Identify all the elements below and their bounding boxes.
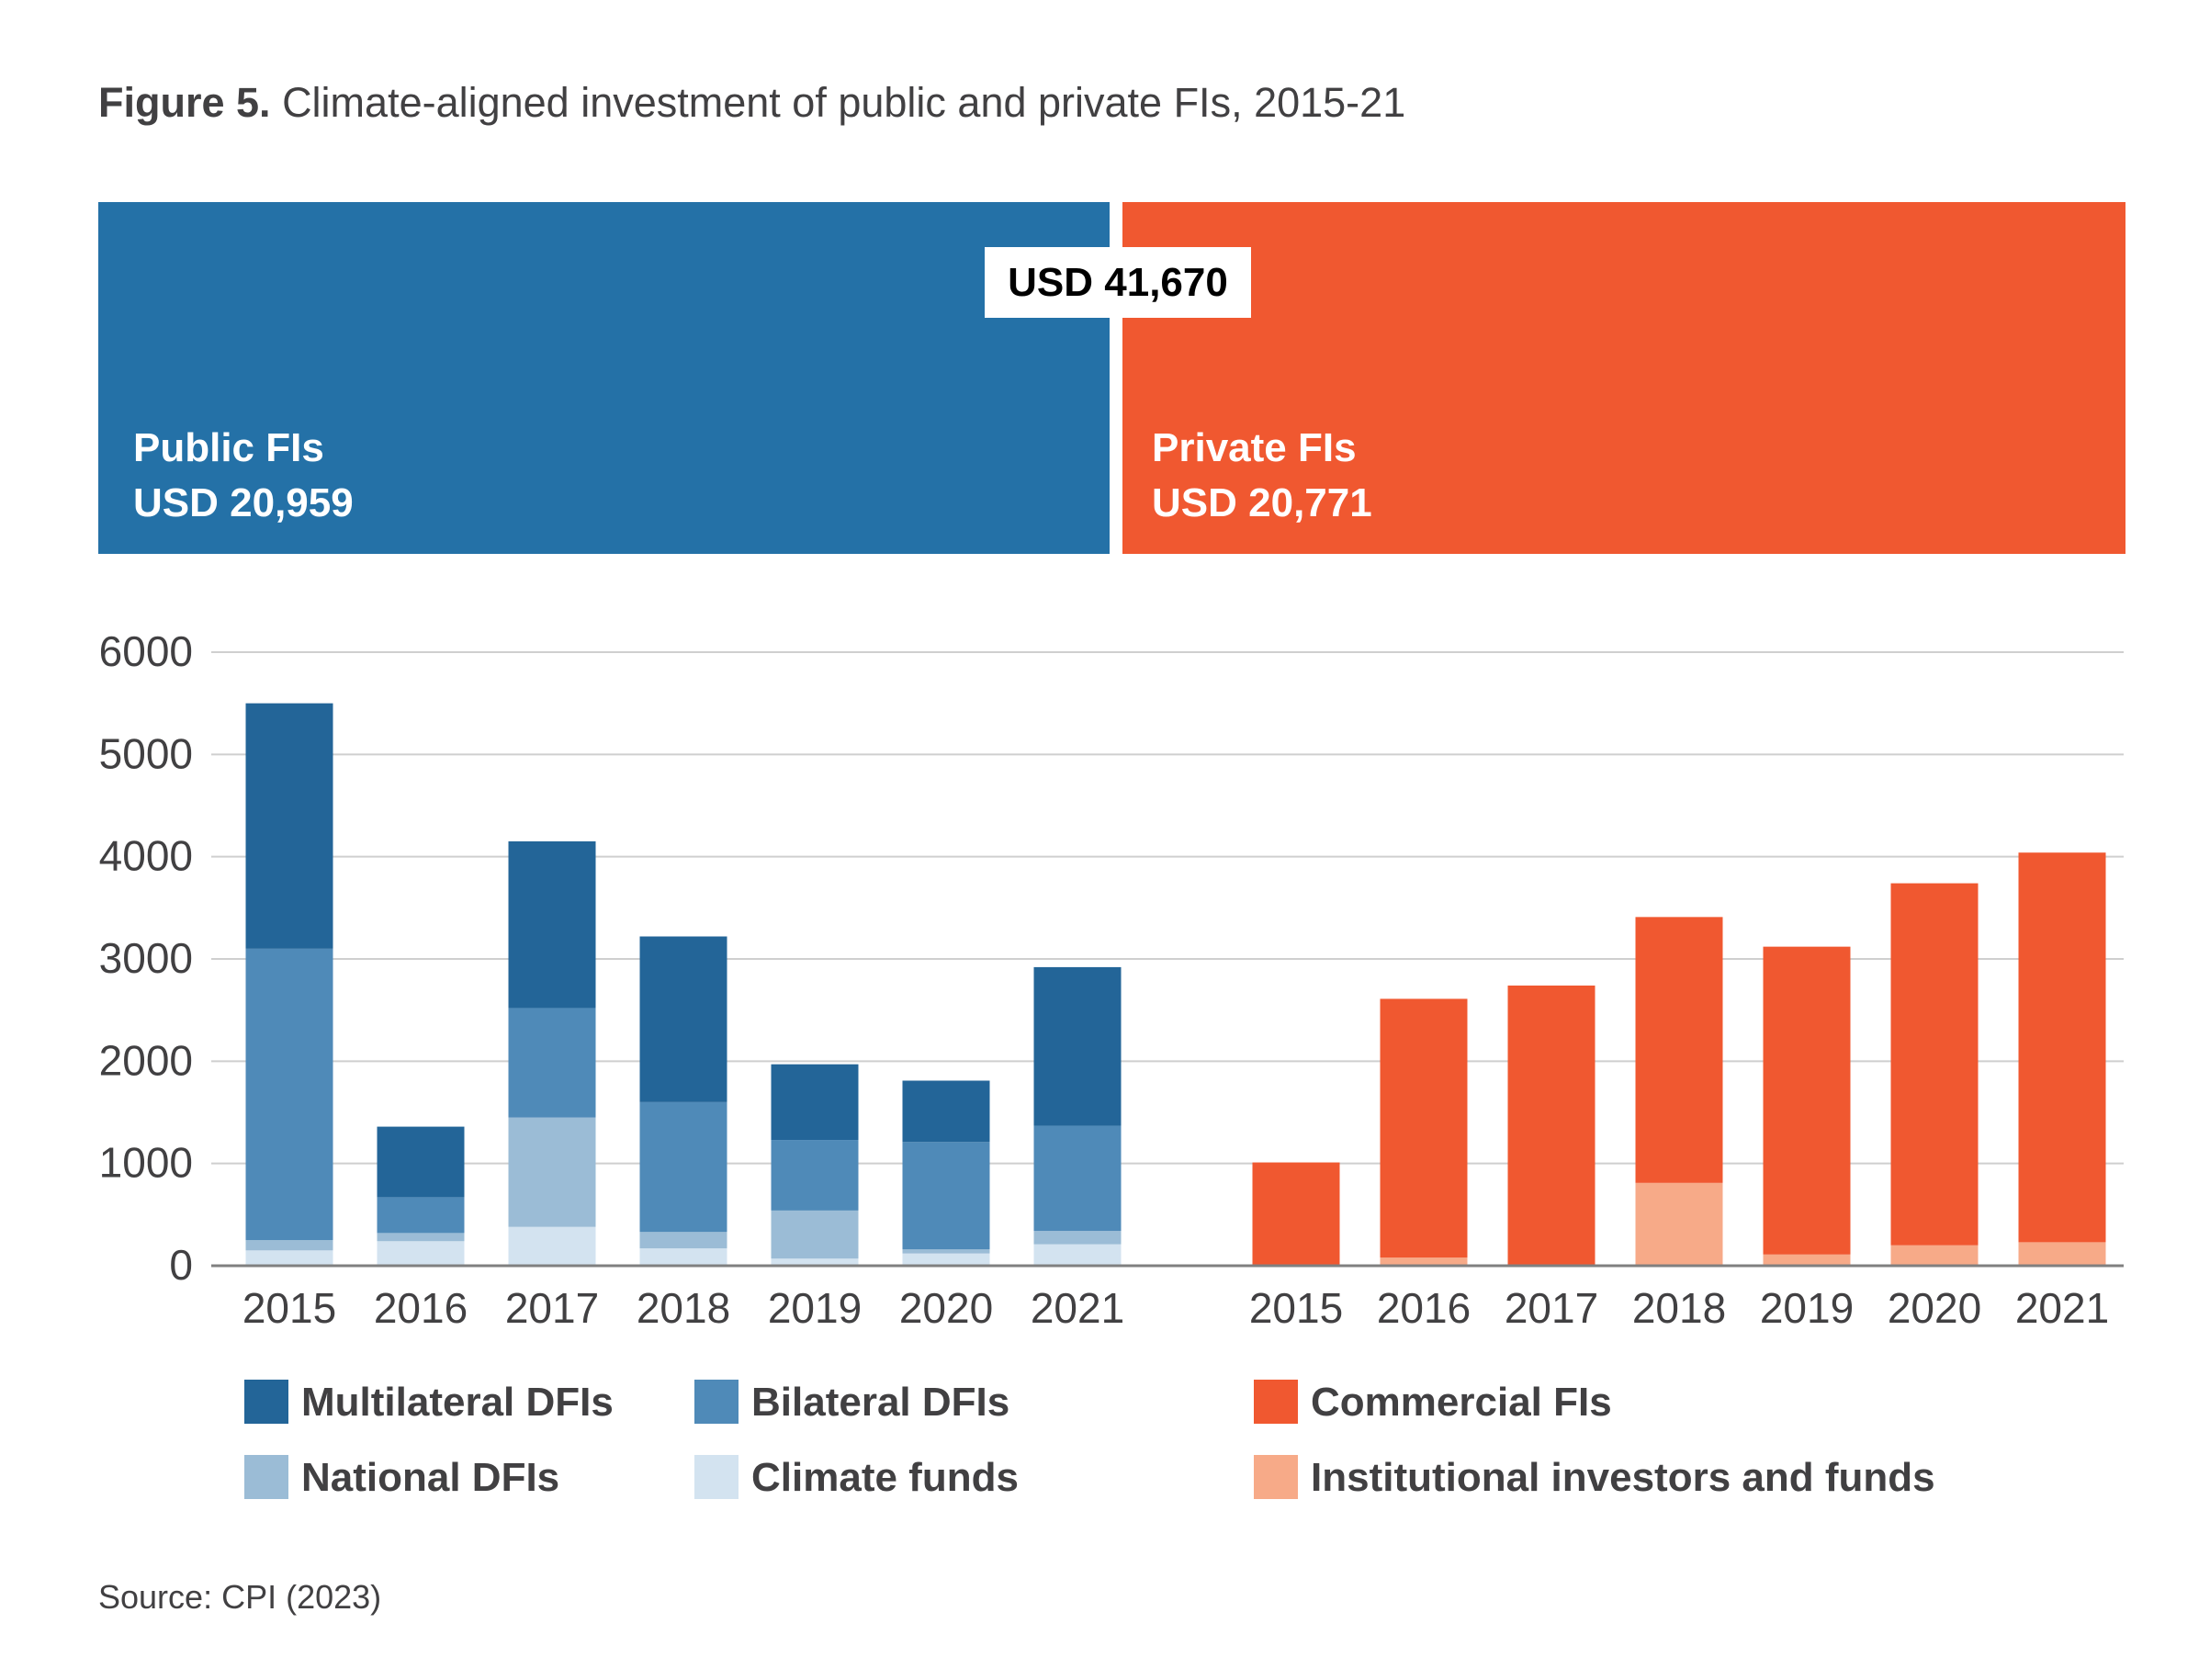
- public-fis-label: Public FIs USD 20,959: [133, 421, 354, 531]
- bar-public-fis-2015-multilateral-dfis: [245, 703, 333, 949]
- x-tick-label: 2016: [1377, 1284, 1471, 1332]
- bar-public-fis-2015-climate-funds: [245, 1250, 333, 1266]
- bar-private-fis-2018-institutional-investors-and-funds: [1635, 1182, 1723, 1266]
- bar-public-fis-2021-national-dfis: [1033, 1231, 1122, 1245]
- bar-private-fis-2020-institutional-investors-and-funds: [1890, 1245, 1979, 1266]
- bar-public-fis-2016-bilateral-dfis: [377, 1197, 465, 1234]
- legend-label: Multilateral DFIs: [301, 1380, 614, 1425]
- legend-label: Institutional investors and funds: [1311, 1455, 1935, 1500]
- bar-private-fis-2015-commercial-fis: [1252, 1162, 1340, 1265]
- chart-title: Figure 5. Climate-aligned investment of …: [98, 79, 1405, 127]
- x-tick-label: 2020: [899, 1284, 993, 1332]
- figure-caption: Climate-aligned investment of public and…: [282, 79, 1406, 126]
- bar-public-fis-2018-climate-funds: [639, 1248, 727, 1266]
- bar-private-fis-2021-commercial-fis: [2018, 852, 2106, 1243]
- legend-label: National DFIs: [301, 1455, 560, 1500]
- bar-public-fis-2016-multilateral-dfis: [377, 1126, 465, 1198]
- bar-public-fis-2020-multilateral-dfis: [902, 1080, 990, 1143]
- legend-swatch: [244, 1380, 288, 1424]
- bar-public-fis-2017-national-dfis: [508, 1117, 596, 1227]
- y-tick-label: 5000: [99, 729, 193, 777]
- bar-public-fis-2019-bilateral-dfis: [771, 1140, 859, 1211]
- bar-private-fis-2016-institutional-investors-and-funds: [1380, 1257, 1468, 1266]
- legend-label: Commercial FIs: [1311, 1380, 1612, 1425]
- bar-private-fis-2018-commercial-fis: [1635, 917, 1723, 1183]
- bar-public-fis-2016-national-dfis: [377, 1233, 465, 1242]
- bar-private-fis-2019-commercial-fis: [1763, 946, 1851, 1255]
- legend-swatch: [244, 1455, 288, 1499]
- bar-public-fis-2017-bilateral-dfis: [508, 1008, 596, 1118]
- bar-public-fis-2020-bilateral-dfis: [902, 1142, 990, 1250]
- bar-public-fis-2021-bilateral-dfis: [1033, 1125, 1122, 1232]
- public-fis-amount: USD 20,959: [133, 480, 354, 525]
- y-tick-label: 2000: [99, 1036, 193, 1084]
- bar-public-fis-2021-multilateral-dfis: [1033, 966, 1122, 1126]
- source-note: Source: CPI (2023): [98, 1578, 382, 1616]
- bar-private-fis-2017-commercial-fis: [1507, 985, 1595, 1265]
- bar-public-fis-2019-multilateral-dfis: [771, 1064, 859, 1141]
- legend-label: Bilateral DFIs: [751, 1380, 1010, 1425]
- bar-public-fis-2018-national-dfis: [639, 1232, 727, 1249]
- x-tick-label: 2016: [374, 1284, 468, 1332]
- private-fis-amount: USD 20,771: [1152, 480, 1372, 525]
- x-tick-label: 2021: [1031, 1284, 1124, 1332]
- public-fis-band: Public FIs USD 20,959: [98, 202, 1110, 554]
- x-tick-label: 2015: [1249, 1284, 1343, 1332]
- bar-public-fis-2019-climate-funds: [771, 1258, 859, 1266]
- bar-private-fis-2016-commercial-fis: [1380, 998, 1468, 1258]
- y-tick-label: 4000: [99, 832, 193, 880]
- bar-private-fis-2019-institutional-investors-and-funds: [1763, 1254, 1851, 1266]
- private-fis-band: Private FIs USD 20,771: [1122, 202, 2125, 554]
- bar-public-fis-2020-climate-funds: [902, 1253, 990, 1266]
- bar-public-fis-2016-climate-funds: [377, 1241, 465, 1266]
- public-fis-name: Public FIs: [133, 425, 324, 470]
- x-tick-label: 2019: [768, 1284, 862, 1332]
- bar-public-fis-2018-multilateral-dfis: [639, 936, 727, 1102]
- private-fis-name: Private FIs: [1152, 425, 1357, 470]
- y-tick-label: 6000: [99, 627, 193, 675]
- x-tick-label: 2018: [637, 1284, 730, 1332]
- total-amount-box: USD 41,670: [985, 247, 1251, 318]
- bar-public-fis-2017-multilateral-dfis: [508, 840, 596, 1009]
- y-tick-label: 1000: [99, 1139, 193, 1187]
- y-tick-label: 3000: [99, 934, 193, 982]
- bar-public-fis-2015-national-dfis: [245, 1240, 333, 1251]
- bar-public-fis-2020-national-dfis: [902, 1249, 990, 1254]
- bar-public-fis-2019-national-dfis: [771, 1210, 859, 1259]
- x-tick-label: 2019: [1760, 1284, 1854, 1332]
- bar-public-fis-2021-climate-funds: [1033, 1244, 1122, 1266]
- x-tick-label: 2021: [2015, 1284, 2109, 1332]
- bar-public-fis-2017-climate-funds: [508, 1226, 596, 1266]
- bar-public-fis-2015-bilateral-dfis: [245, 948, 333, 1241]
- x-tick-label: 2017: [1505, 1284, 1598, 1332]
- figure-number: Figure 5.: [98, 79, 271, 126]
- legend-swatch: [1254, 1455, 1298, 1499]
- x-tick-label: 2018: [1632, 1284, 1726, 1332]
- bar-private-fis-2020-commercial-fis: [1890, 883, 1979, 1246]
- x-tick-label: 2017: [505, 1284, 599, 1332]
- bar-private-fis-2021-institutional-investors-and-funds: [2018, 1242, 2106, 1266]
- legend-label: Climate funds: [751, 1455, 1019, 1500]
- legend-swatch: [1254, 1380, 1298, 1424]
- x-tick-label: 2015: [242, 1284, 336, 1332]
- x-tick-label: 2020: [1888, 1284, 1981, 1332]
- y-tick-label: 0: [169, 1241, 193, 1289]
- bar-public-fis-2018-bilateral-dfis: [639, 1101, 727, 1233]
- stacked-bar-chart: 0 1000 2000 3000 4000 5000 6000 2015 2016 2017 201…: [99, 627, 2124, 1332]
- legend-swatch: [694, 1455, 739, 1499]
- private-fis-label: Private FIs USD 20,771: [1152, 421, 1372, 531]
- legend-swatch: [694, 1380, 739, 1424]
